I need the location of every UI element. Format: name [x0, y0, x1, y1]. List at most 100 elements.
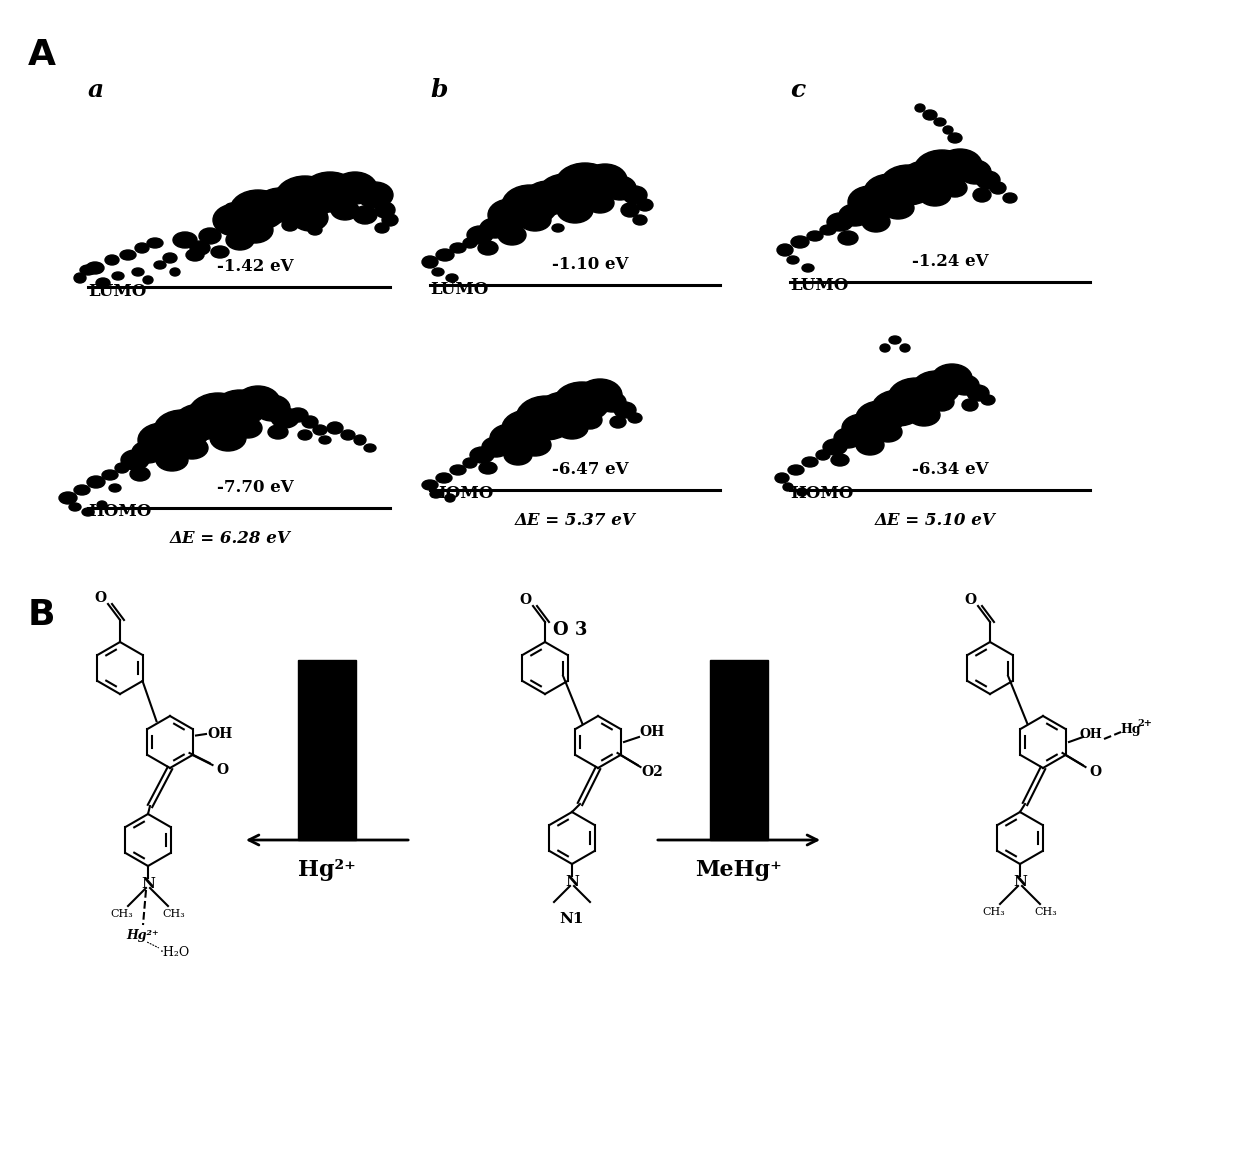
Ellipse shape	[587, 193, 614, 213]
Ellipse shape	[889, 336, 901, 344]
Text: CH₃: CH₃	[1034, 907, 1058, 917]
Ellipse shape	[973, 188, 991, 202]
Ellipse shape	[122, 450, 149, 470]
Ellipse shape	[520, 435, 531, 444]
Ellipse shape	[334, 172, 377, 205]
Ellipse shape	[97, 501, 107, 509]
Ellipse shape	[967, 385, 990, 401]
Ellipse shape	[856, 401, 904, 435]
Ellipse shape	[170, 268, 180, 276]
Ellipse shape	[554, 381, 610, 422]
Ellipse shape	[908, 404, 940, 426]
Ellipse shape	[516, 396, 577, 440]
Ellipse shape	[357, 182, 393, 208]
Ellipse shape	[463, 238, 477, 248]
Ellipse shape	[937, 149, 982, 182]
Ellipse shape	[467, 226, 494, 244]
Ellipse shape	[911, 371, 960, 404]
Ellipse shape	[578, 379, 622, 411]
Bar	[711, 660, 768, 840]
Ellipse shape	[86, 262, 104, 273]
Ellipse shape	[450, 465, 466, 475]
Ellipse shape	[211, 246, 229, 259]
Ellipse shape	[888, 378, 944, 418]
Ellipse shape	[498, 225, 526, 245]
Ellipse shape	[215, 390, 267, 426]
Ellipse shape	[353, 435, 366, 445]
Ellipse shape	[210, 425, 246, 452]
Text: O 3: O 3	[553, 620, 588, 639]
Ellipse shape	[109, 484, 122, 492]
Ellipse shape	[331, 200, 360, 219]
Ellipse shape	[949, 133, 962, 142]
Text: HOMO: HOMO	[430, 486, 494, 502]
Ellipse shape	[479, 462, 497, 475]
Ellipse shape	[538, 210, 552, 219]
Ellipse shape	[622, 186, 647, 205]
Ellipse shape	[148, 238, 162, 248]
Ellipse shape	[848, 186, 892, 218]
Ellipse shape	[852, 435, 864, 444]
Text: b: b	[430, 78, 448, 102]
Ellipse shape	[470, 447, 494, 463]
Ellipse shape	[880, 344, 890, 352]
Text: -1.24 eV: -1.24 eV	[911, 253, 988, 270]
Ellipse shape	[583, 164, 627, 196]
Ellipse shape	[578, 411, 601, 429]
Text: a: a	[88, 78, 104, 102]
Ellipse shape	[291, 205, 329, 231]
Ellipse shape	[186, 249, 205, 261]
Ellipse shape	[234, 418, 262, 438]
Ellipse shape	[901, 161, 949, 195]
Ellipse shape	[782, 483, 794, 491]
Ellipse shape	[500, 446, 512, 454]
Ellipse shape	[82, 508, 94, 516]
Ellipse shape	[102, 470, 118, 480]
Ellipse shape	[154, 410, 210, 450]
Ellipse shape	[446, 273, 458, 282]
Ellipse shape	[556, 417, 588, 439]
Text: -7.70 eV: -7.70 eV	[217, 479, 294, 496]
Ellipse shape	[176, 437, 208, 458]
Ellipse shape	[1003, 193, 1017, 203]
Text: c: c	[790, 78, 805, 102]
Ellipse shape	[879, 201, 892, 209]
Text: 2+: 2+	[1137, 719, 1152, 728]
Ellipse shape	[502, 410, 554, 446]
Text: MeHg⁺: MeHg⁺	[696, 859, 782, 881]
Ellipse shape	[490, 424, 529, 452]
Ellipse shape	[156, 449, 188, 471]
Ellipse shape	[188, 393, 248, 437]
Ellipse shape	[365, 444, 376, 452]
Ellipse shape	[353, 206, 377, 224]
Text: ΔE = 6.28 eV: ΔE = 6.28 eV	[170, 530, 290, 547]
Text: -1.42 eV: -1.42 eV	[217, 259, 293, 275]
Text: O2: O2	[641, 765, 663, 779]
Ellipse shape	[816, 450, 830, 460]
Ellipse shape	[95, 278, 110, 288]
Ellipse shape	[268, 425, 288, 439]
Ellipse shape	[864, 173, 916, 210]
Ellipse shape	[422, 480, 438, 489]
Ellipse shape	[255, 188, 304, 222]
Text: HOMO: HOMO	[88, 503, 151, 520]
Text: N: N	[141, 877, 155, 890]
Ellipse shape	[436, 249, 454, 261]
Ellipse shape	[632, 215, 647, 225]
Text: OH: OH	[640, 725, 665, 739]
Ellipse shape	[802, 264, 813, 272]
Ellipse shape	[823, 439, 847, 455]
Text: Hg: Hg	[1121, 724, 1141, 737]
Ellipse shape	[275, 176, 335, 219]
Ellipse shape	[791, 236, 808, 248]
Ellipse shape	[914, 151, 970, 190]
Bar	[298, 660, 356, 840]
Ellipse shape	[198, 228, 221, 244]
Text: ΔE = 5.10 eV: ΔE = 5.10 eV	[874, 512, 996, 529]
Ellipse shape	[976, 171, 999, 188]
Ellipse shape	[74, 485, 91, 495]
Ellipse shape	[254, 395, 290, 421]
Ellipse shape	[835, 427, 862, 448]
Ellipse shape	[224, 203, 239, 213]
Ellipse shape	[432, 268, 444, 276]
